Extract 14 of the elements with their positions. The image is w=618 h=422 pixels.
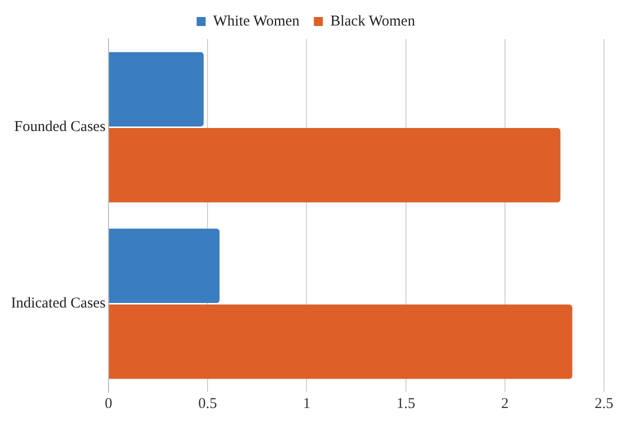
bar: [109, 304, 572, 379]
bar: [109, 52, 204, 126]
legend-label: Black Women: [330, 13, 416, 30]
x-tick-label: 2: [501, 396, 509, 412]
x-tick-label: 0: [104, 396, 112, 412]
y-tick-label: Founded Cases: [14, 119, 106, 136]
y-tick-label: Indicated Cases: [10, 296, 106, 312]
bar: [109, 228, 220, 303]
x-tick-label: 0.5: [198, 396, 218, 412]
bar: [109, 128, 560, 202]
legend-label: White Women: [213, 13, 300, 30]
x-tick-label: 1: [302, 396, 310, 412]
x-tick-label: 2.5: [594, 396, 614, 412]
x-tick-label: 1.5: [396, 396, 416, 412]
